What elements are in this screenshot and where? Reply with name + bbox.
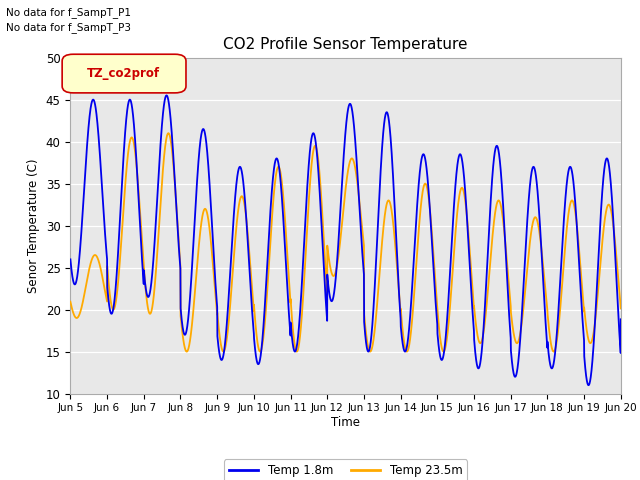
X-axis label: Time: Time <box>331 416 360 429</box>
Legend: Temp 1.8m, Temp 23.5m: Temp 1.8m, Temp 23.5m <box>224 459 467 480</box>
FancyBboxPatch shape <box>62 54 186 93</box>
Text: No data for f_SampT_P1: No data for f_SampT_P1 <box>6 7 131 18</box>
Title: CO2 Profile Sensor Temperature: CO2 Profile Sensor Temperature <box>223 37 468 52</box>
Text: TZ_co2prof: TZ_co2prof <box>87 67 161 80</box>
Text: No data for f_SampT_P3: No data for f_SampT_P3 <box>6 22 131 33</box>
Y-axis label: Senor Temperature (C): Senor Temperature (C) <box>28 158 40 293</box>
